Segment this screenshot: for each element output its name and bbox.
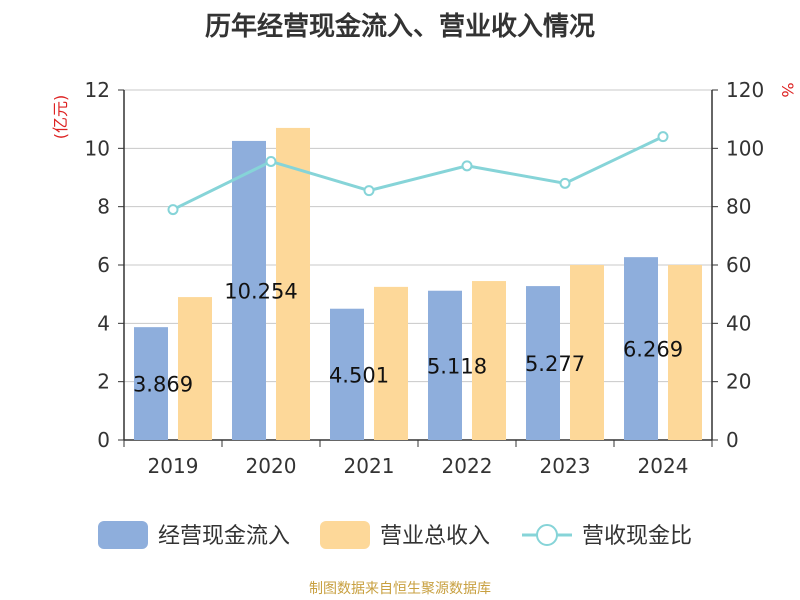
bar-revenue [570,265,604,440]
y-right-tick-label: 0 [726,428,739,452]
data-label: 10.254 [224,279,297,303]
legend-label: 营业总收入 [380,524,490,549]
data-label: 3.869 [133,373,193,397]
line-point [363,185,375,197]
x-tick-label: 2021 [344,454,395,478]
bar-revenue [472,281,506,440]
legend-marker-ratio [536,524,558,546]
data-label: 5.277 [525,352,585,376]
y-right-tick-label: 80 [726,195,751,219]
bar-revenue [276,127,310,441]
x-tick-label: 2024 [638,454,689,478]
y-right-tick-label: 100 [726,136,764,160]
x-tick-label: 2022 [442,454,493,478]
x-tick-label: 2020 [246,454,297,478]
y-left-tick-label: 6 [97,253,110,277]
bar-revenue [668,265,702,440]
y-left-tick-label: 2 [97,370,110,394]
line-point [265,155,277,167]
line-point [559,177,571,189]
y-left-tick-label: 8 [97,195,110,219]
y-left-tick-label: 10 [85,136,110,160]
legend-label: 经营现金流入 [158,524,290,549]
bar-cash-inflow [232,140,266,441]
data-label: 6.269 [623,338,683,362]
line-ratio [172,135,664,211]
data-label: 4.501 [329,363,389,387]
y-right-tick-label: 20 [726,370,751,394]
line-point [461,160,473,172]
y-left-tick-label: 4 [97,311,110,335]
y-left-tick-label: 0 [97,428,110,452]
chart-title: 历年经营现金流入、营业收入情况 [204,12,595,42]
bar-revenue [178,297,212,440]
x-tick-label: 2019 [148,454,199,478]
y-left-tick-label: 12 [85,78,110,102]
bar-cash-inflow [428,290,462,440]
x-tick-label: 2023 [540,454,591,478]
y-right-axis-label: % [778,82,797,97]
bar-cash-inflow [624,257,658,440]
data-label: 5.118 [427,354,487,378]
line-point [657,131,669,143]
legend-label: 营收现金比 [582,524,692,549]
legend-swatch-cash-inflow [98,521,148,549]
bar-cash-inflow [526,286,560,440]
bar-cash-inflow [134,327,168,440]
y-right-tick-label: 40 [726,311,751,335]
legend-swatch-revenue [320,521,370,549]
bar-cash-inflow [330,308,364,440]
y-left-axis-label: (亿元) [51,95,70,140]
source-note: 制图数据来自恒生聚源数据库 [309,581,491,597]
bar-revenue [374,286,408,440]
line-point [167,204,179,216]
y-right-tick-label: 60 [726,253,751,277]
y-right-tick-label: 120 [726,78,764,102]
